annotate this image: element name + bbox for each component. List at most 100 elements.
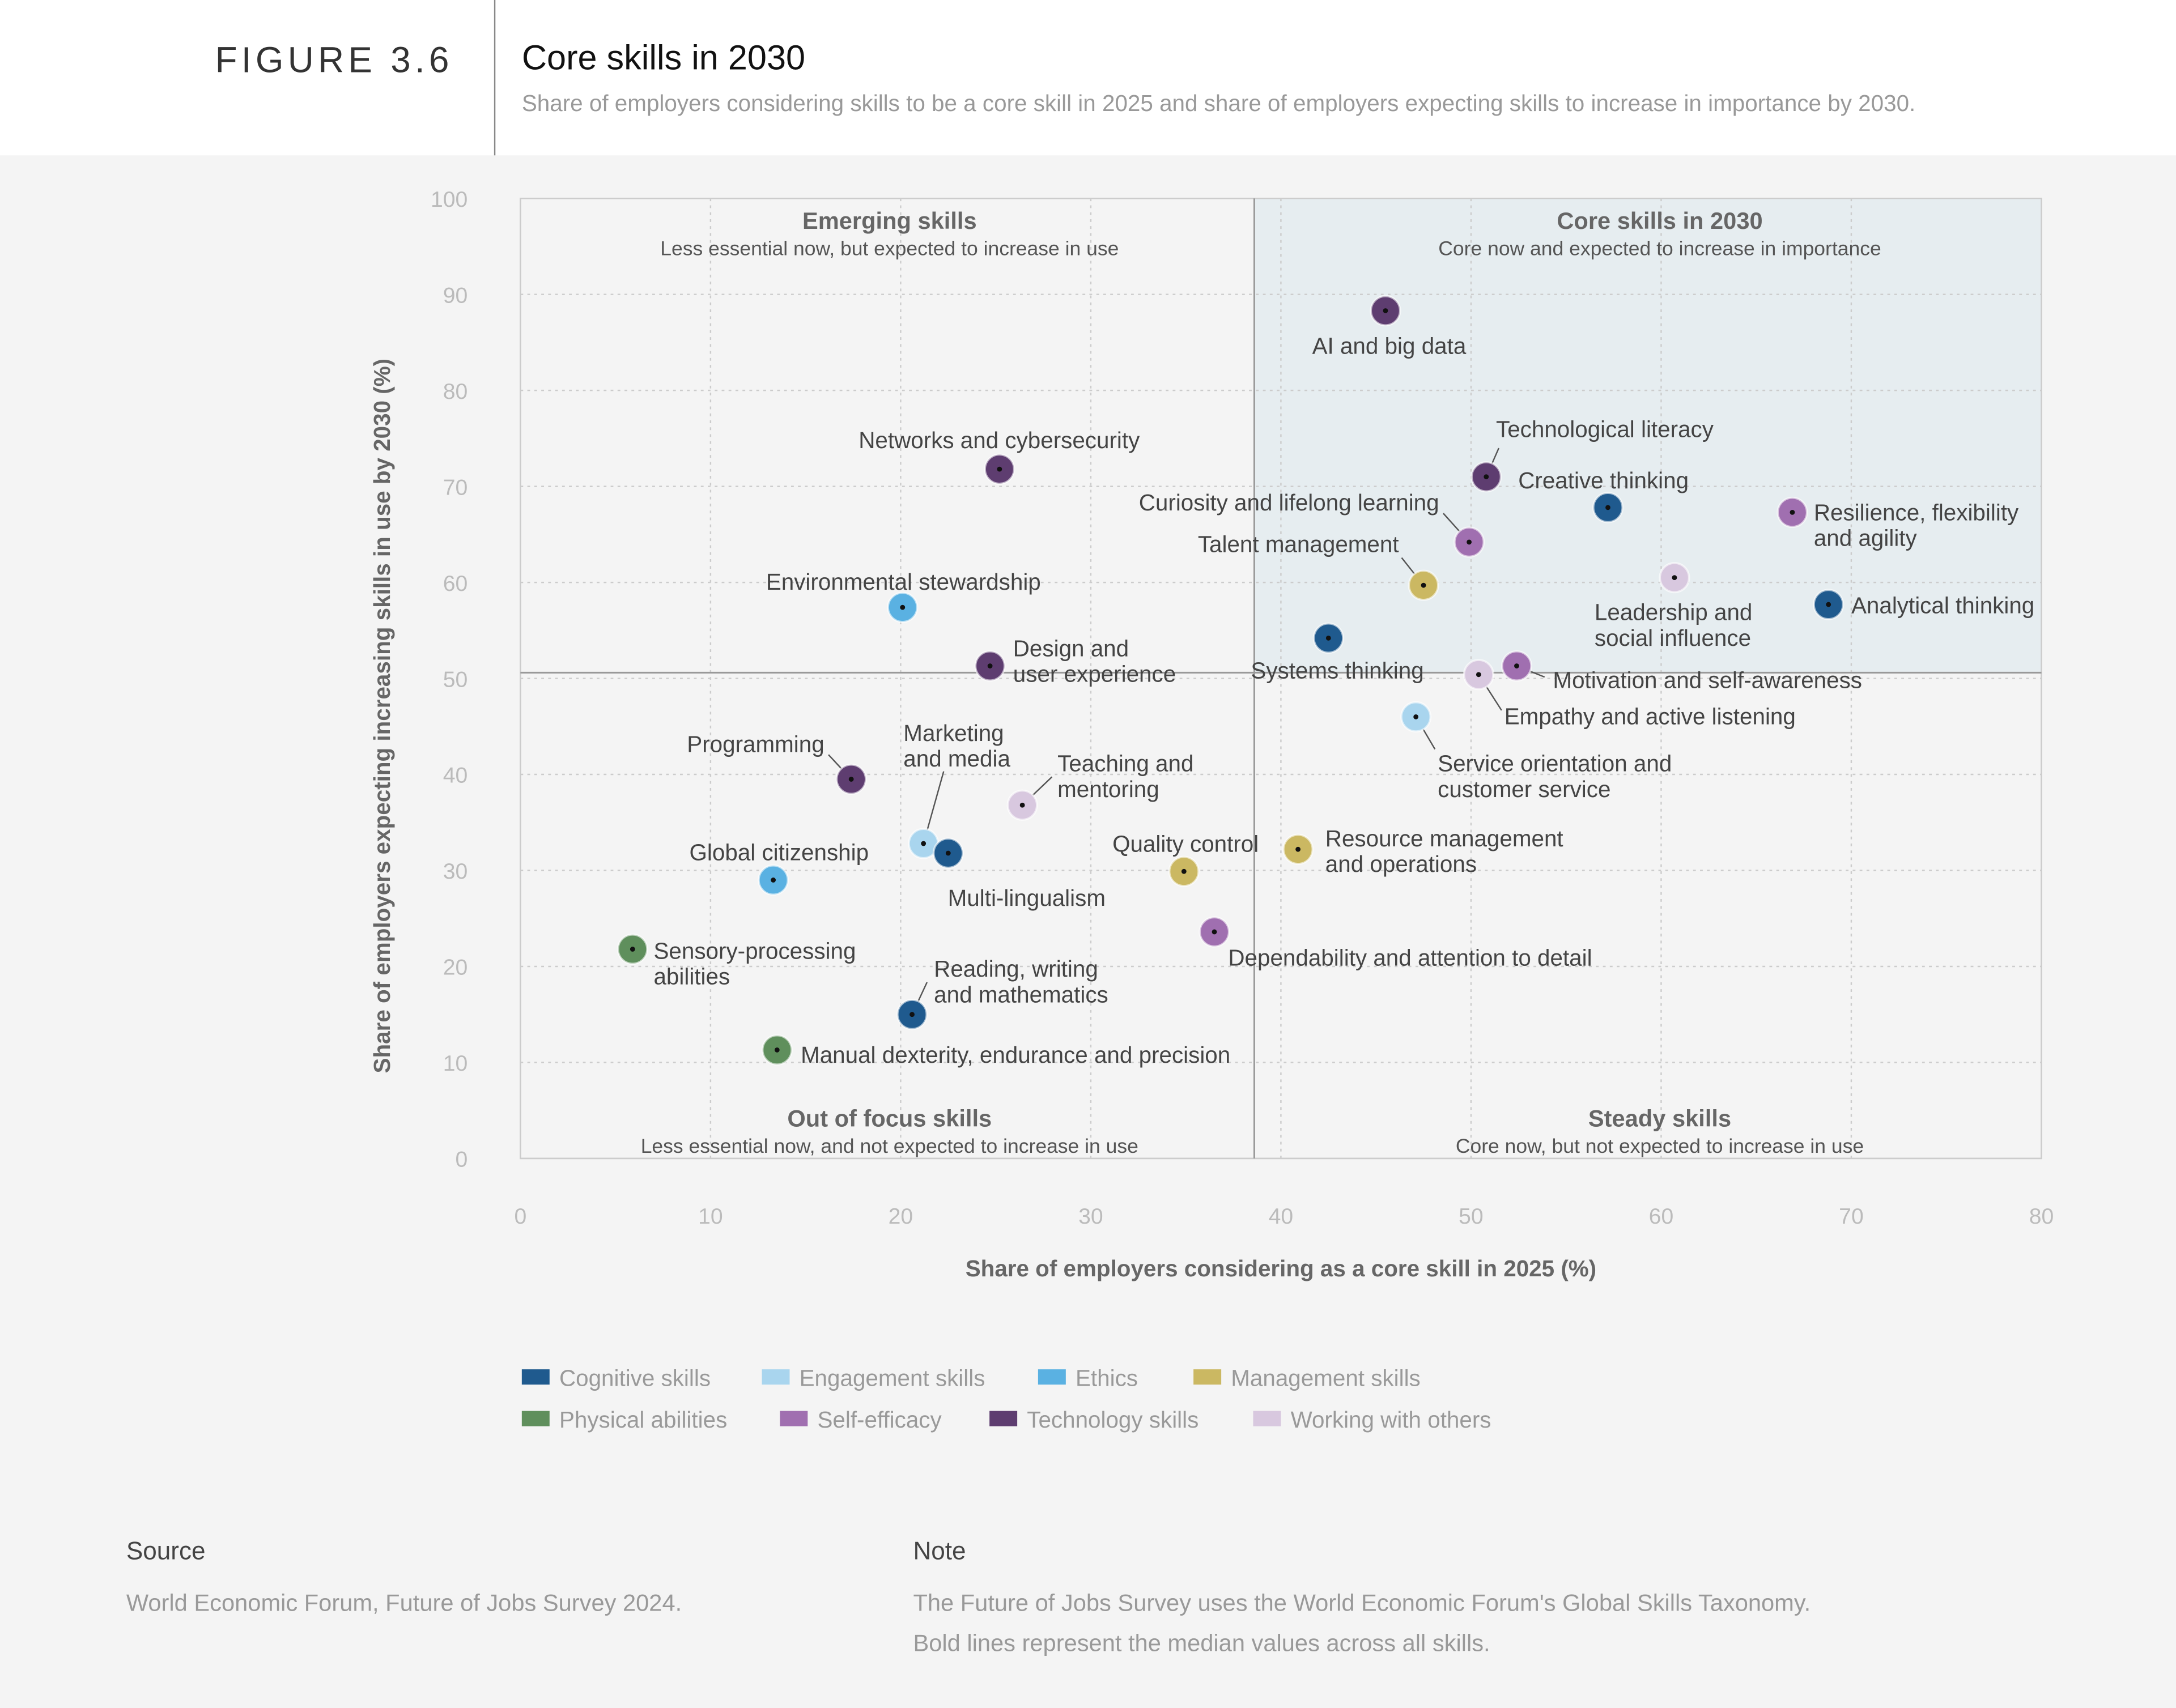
data-label: customer service	[1438, 776, 1610, 802]
data-point-center	[921, 841, 926, 846]
legend-label: Engagement skills	[800, 1365, 985, 1391]
data-label: Marketing	[903, 720, 1004, 746]
quadrant-subtitle: Less essential now, but expected to incr…	[660, 237, 1119, 260]
x-tick-label: 10	[698, 1204, 723, 1229]
data-label: Manual dexterity, endurance and precisio…	[801, 1042, 1230, 1068]
data-point-center	[997, 466, 1002, 472]
x-tick-label: 80	[2029, 1204, 2054, 1229]
legend-swatch	[762, 1369, 790, 1385]
x-tick-label: 20	[889, 1204, 913, 1229]
data-label: Global citizenship	[690, 839, 869, 865]
data-label: Networks and cybersecurity	[858, 427, 1140, 453]
figure-number: FIGURE 3.6	[215, 39, 453, 81]
quadrant-title: Out of focus skills	[787, 1105, 992, 1132]
x-tick-label: 30	[1078, 1204, 1103, 1229]
y-tick-label: 20	[443, 956, 468, 980]
data-point-center	[774, 1047, 780, 1053]
y-tick-label: 10	[443, 1051, 468, 1076]
data-point-center	[1212, 929, 1217, 935]
data-label: Quality control	[1112, 831, 1259, 857]
data-label: AI and big data	[1312, 333, 1467, 359]
legend-swatch	[1193, 1369, 1222, 1385]
quadrant-subtitle: Core now, but not expected to increase i…	[1456, 1135, 1864, 1157]
legend-label: Ethics	[1076, 1365, 1138, 1391]
core-quadrant-shade	[1254, 198, 2042, 673]
y-tick-label: 0	[456, 1148, 468, 1172]
data-label: Leadership and	[1595, 599, 1752, 625]
y-tick-label: 80	[443, 380, 468, 404]
data-label: abilities	[653, 964, 730, 990]
plot-border	[520, 197, 2042, 1160]
data-label: Empathy and active listening	[1504, 703, 1796, 729]
data-point-center	[1484, 474, 1489, 480]
x-tick-label: 40	[1269, 1204, 1294, 1229]
source-heading: Source	[126, 1537, 206, 1565]
y-tick-label: 60	[443, 572, 468, 596]
data-label: Resilience, flexibility	[1814, 499, 2019, 525]
data-label: Resource management	[1325, 825, 1563, 851]
data-point-center	[1383, 308, 1388, 313]
data-point-center	[1181, 868, 1187, 874]
data-point-center	[1295, 846, 1301, 852]
legend-label: Working with others	[1291, 1407, 1491, 1433]
data-point-center	[1476, 672, 1481, 678]
data-label: Programming	[687, 731, 824, 757]
legend-swatch	[1038, 1369, 1066, 1385]
data-point-center	[910, 1012, 915, 1017]
data-point-center	[1672, 575, 1677, 581]
note-line-2: Bold lines represent the median values a…	[913, 1630, 1490, 1657]
data-label: user experience	[1013, 661, 1176, 687]
data-label: Reading, writing	[934, 956, 1098, 982]
data-label: Dependability and attention to detail	[1228, 945, 1592, 971]
data-label: Systems thinking	[1251, 658, 1423, 684]
x-tick-label: 50	[1459, 1204, 1484, 1229]
data-label: and agility	[1814, 525, 1918, 551]
legend-label: Cognitive skills	[559, 1365, 711, 1391]
data-point-center	[848, 777, 854, 782]
data-point-center	[630, 947, 635, 952]
data-point-center	[1325, 635, 1331, 641]
header-divider	[494, 0, 496, 156]
data-label: and mathematics	[934, 981, 1108, 1007]
data-point-center	[1421, 582, 1426, 588]
x-axis-title: Share of employers considering as a core…	[966, 1255, 1596, 1281]
y-tick-label: 90	[443, 283, 468, 308]
data-label: Design and	[1013, 635, 1129, 661]
legend-swatch	[521, 1411, 550, 1426]
legend-label: Technology skills	[1027, 1407, 1198, 1433]
data-point-center	[1514, 663, 1519, 668]
quadrant-subtitle: Core now and expected to increase in imp…	[1438, 237, 1881, 260]
data-label: Technological literacy	[1496, 416, 1714, 442]
x-tick-label: 70	[1839, 1204, 1864, 1229]
data-label: mentoring	[1057, 776, 1159, 802]
data-label: Sensory-processing	[653, 938, 856, 964]
x-tick-label: 0	[514, 1204, 526, 1229]
legend-swatch	[780, 1411, 808, 1426]
data-point-center	[1019, 802, 1025, 808]
data-point-center	[945, 850, 951, 856]
data-label: Talent management	[1198, 531, 1399, 557]
y-tick-label: 50	[443, 667, 468, 692]
data-point-center	[1826, 602, 1831, 607]
chart-subtitle: Share of employers considering skills to…	[521, 91, 1916, 117]
note-line-1: The Future of Jobs Survey uses the World…	[913, 1590, 1811, 1617]
note-heading: Note	[913, 1537, 966, 1565]
legend-label: Physical abilities	[559, 1407, 727, 1433]
data-label: Motivation and self-awareness	[1553, 667, 1862, 693]
legend-label: Self-efficacy	[817, 1407, 942, 1433]
figure-header: FIGURE 3.6 Core skills in 2030 Share of …	[0, 0, 2176, 156]
legend-swatch	[989, 1411, 1018, 1426]
data-label: and media	[903, 746, 1010, 772]
y-tick-label: 30	[443, 859, 468, 884]
data-label: and operations	[1325, 851, 1477, 877]
y-tick-label: 70	[443, 475, 468, 500]
y-tick-label: 40	[443, 764, 468, 788]
data-point-center	[1605, 505, 1610, 510]
data-label: Curiosity and lifelong learning	[1139, 489, 1439, 516]
data-point-center	[771, 878, 776, 883]
data-point-center	[987, 663, 993, 668]
quadrant-title: Core skills in 2030	[1557, 207, 1762, 234]
source-text: World Economic Forum, Future of Jobs Sur…	[126, 1590, 682, 1617]
